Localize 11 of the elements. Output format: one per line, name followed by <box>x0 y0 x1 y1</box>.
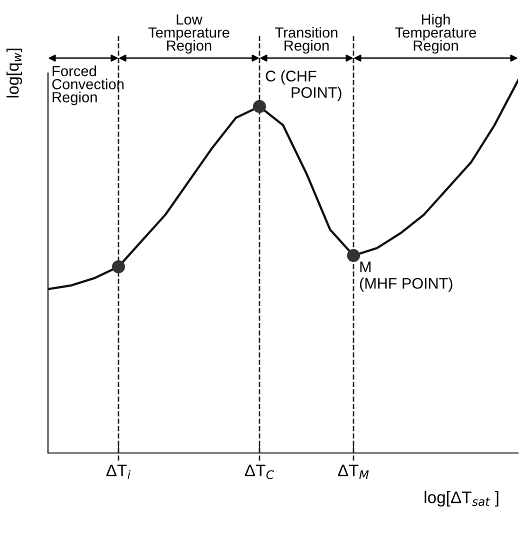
annotation: C (CHF POINT) <box>266 70 342 101</box>
x-axis-title: log[ΔT$_{sat}$ ] <box>424 491 498 507</box>
text: Transition Region <box>275 26 338 54</box>
annotation: M (MHF POINT) <box>360 262 452 292</box>
x-tick-label: ΔT$_{i}$ <box>106 464 130 479</box>
text: High Temperature Region <box>395 14 476 54</box>
text: Low Temperature Region <box>148 14 230 54</box>
y-axis-title: log[q$_{w}$] <box>6 48 22 98</box>
annotation: Forced Convection Region <box>52 66 124 106</box>
x-tick-label: ΔT$_{C}$ <box>244 464 274 480</box>
x-tick-label: ΔT$_{M}$ <box>338 464 369 479</box>
